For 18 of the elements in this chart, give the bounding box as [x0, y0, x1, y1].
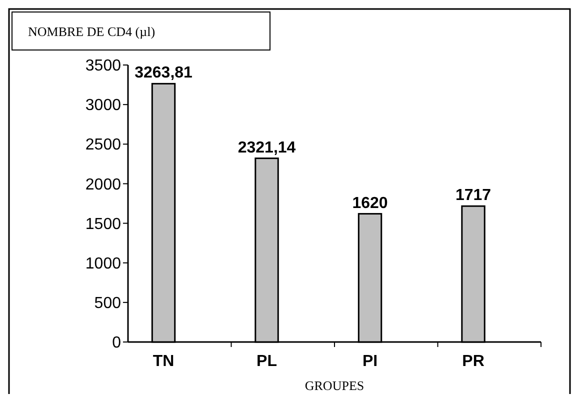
chart-title: NOMBRE DE CD4 (µl) [28, 24, 156, 39]
x-tick-label: PR [462, 353, 485, 370]
data-label: 1620 [352, 194, 388, 212]
y-tick-label: 3000 [85, 97, 122, 114]
data-label: 2321,14 [238, 139, 296, 156]
data-label: 1717 [455, 187, 492, 204]
x-axis-title: GROUPES [304, 378, 364, 393]
x-tick-label: TN [152, 353, 174, 370]
y-tick-label: 500 [94, 295, 122, 312]
data-label: 3263,81 [134, 64, 193, 82]
y-tick-label: 2000 [85, 176, 122, 194]
y-tick-label: 0 [112, 334, 122, 352]
y-tick-label: 1000 [85, 255, 122, 272]
y-tick-label: 2500 [85, 136, 122, 154]
y-tick-label: 3500 [85, 58, 122, 75]
x-tick-label: PL [256, 353, 278, 370]
x-tick-label: PI [362, 353, 378, 370]
y-tick-label: 1500 [85, 216, 122, 233]
